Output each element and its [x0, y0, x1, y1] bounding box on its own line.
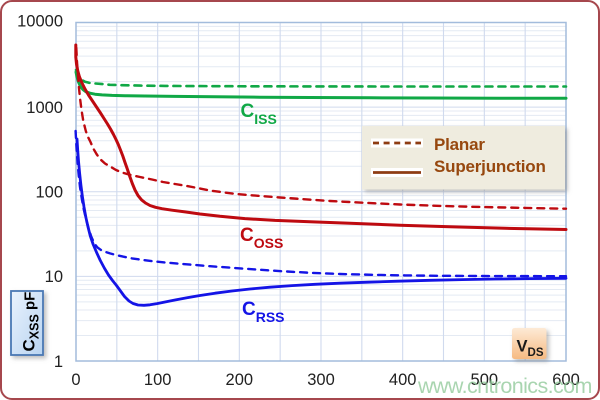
- svg-text:10000: 10000: [17, 13, 63, 31]
- svg-text:200: 200: [226, 371, 254, 389]
- svg-text:600: 600: [552, 371, 580, 389]
- svg-text:Planar: Planar: [434, 135, 485, 154]
- svg-text:Superjunction: Superjunction: [434, 157, 546, 176]
- svg-text:1: 1: [54, 353, 63, 371]
- svg-text:www.cntronics.com: www.cntronics.com: [417, 374, 592, 398]
- svg-text:100: 100: [35, 184, 63, 202]
- svg-text:400: 400: [389, 371, 417, 389]
- svg-text:500: 500: [471, 371, 499, 389]
- svg-text:1000: 1000: [26, 99, 63, 117]
- svg-text:0: 0: [71, 371, 80, 389]
- svg-text:100: 100: [144, 371, 172, 389]
- svg-text:10: 10: [45, 268, 63, 286]
- svg-text:300: 300: [307, 371, 335, 389]
